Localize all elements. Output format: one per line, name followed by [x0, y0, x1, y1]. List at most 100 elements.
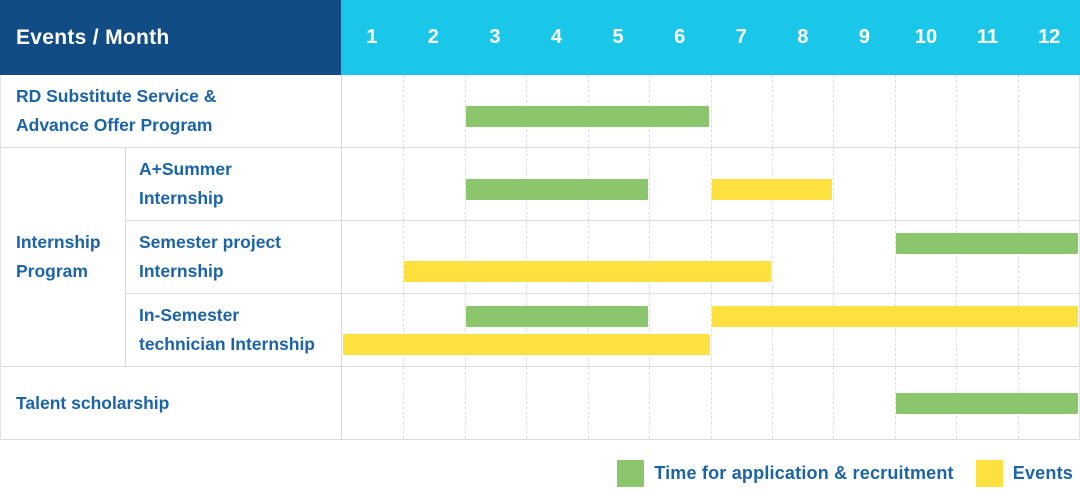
yellow-legend-swatch — [975, 460, 1003, 487]
bar-events — [711, 306, 1078, 327]
header-events-month-label: Events / Month — [0, 0, 341, 75]
month-cell — [342, 221, 403, 293]
month-cell — [710, 148, 772, 220]
month-cell — [894, 221, 956, 293]
month-cell — [342, 367, 403, 439]
month-gridlines — [342, 221, 1079, 293]
month-header-cell: 12 — [1038, 26, 1061, 48]
month-cell — [342, 148, 403, 220]
bar-application-recruitment — [465, 106, 710, 127]
month-cell — [956, 294, 1017, 366]
legend-item-application-recruitment: Time for application & recruitment — [617, 460, 954, 487]
event-label-rd-substitute-service: RD Substitute Service & Advance Offer Pro… — [1, 75, 342, 148]
month-cell — [342, 75, 403, 147]
month-cell — [771, 221, 833, 293]
month-cell — [403, 221, 464, 293]
row-timeline-talent-scholarship — [342, 367, 1079, 440]
row-timeline-a-plus-summer — [342, 148, 1079, 221]
month-cell — [1017, 221, 1079, 293]
month-cell — [587, 367, 649, 439]
month-cell — [403, 75, 464, 147]
month-gridlines — [342, 294, 1079, 366]
bar-application-recruitment — [895, 233, 1078, 254]
month-header-cell: 4 — [550, 26, 563, 48]
group-label-internship-program: Internship Program — [1, 148, 126, 367]
label-line: Internship — [139, 188, 224, 208]
bar-application-recruitment — [465, 179, 649, 200]
legend-label-events: Events — [1012, 463, 1073, 483]
month-cell — [956, 221, 1017, 293]
label-line: Advance Offer Program — [16, 115, 213, 135]
month-cell — [464, 367, 526, 439]
label-line: Program — [16, 261, 88, 281]
table-header: Events / Month 1 2 3 4 5 6 7 8 9 10 11 12 — [0, 0, 1080, 75]
bar-application-recruitment — [895, 393, 1078, 414]
month-cell — [771, 75, 833, 147]
month-cell — [833, 367, 894, 439]
green-legend-swatch — [617, 460, 645, 487]
row-timeline-in-semester-technician — [342, 294, 1079, 367]
month-cell — [771, 294, 833, 366]
month-cell — [403, 367, 464, 439]
legend-label-application-recruitment: Time for application & recruitment — [654, 463, 954, 483]
label-line: Internship — [139, 261, 224, 281]
month-cell — [649, 148, 710, 220]
month-cell — [833, 221, 894, 293]
bar-events — [711, 179, 833, 200]
month-cell — [833, 148, 894, 220]
month-gridlines — [342, 148, 1079, 220]
month-cell — [710, 294, 772, 366]
month-cell — [526, 221, 587, 293]
legend: Time for application & recruitment Event… — [617, 460, 1073, 487]
month-header-cell: 3 — [489, 26, 501, 48]
month-cell — [833, 75, 894, 147]
legend-item-events: Events — [975, 460, 1073, 487]
label-line: A+Summer — [139, 159, 232, 179]
month-cell — [526, 367, 587, 439]
bar-application-recruitment — [465, 306, 649, 327]
label-line: Talent scholarship — [16, 392, 170, 413]
month-cell — [1017, 148, 1079, 220]
bar-events — [404, 261, 771, 282]
month-cell — [464, 75, 526, 147]
month-cell — [710, 221, 772, 293]
month-header-cell: 5 — [612, 26, 624, 48]
row-timeline-rd-substitute — [342, 75, 1079, 148]
month-header-cell: 11 — [977, 26, 999, 48]
bar-events — [343, 334, 710, 355]
month-cell — [833, 294, 894, 366]
month-cell — [587, 221, 649, 293]
month-cell — [464, 221, 526, 293]
month-cell — [649, 294, 710, 366]
month-cell — [526, 294, 587, 366]
month-cell — [894, 367, 956, 439]
month-header-cell: 7 — [735, 26, 747, 48]
label-line: RD Substitute Service & — [16, 86, 217, 106]
month-cell — [649, 367, 710, 439]
label-line: Internship — [16, 232, 101, 252]
schedule-table-body: RD Substitute Service & Advance Offer Pro… — [0, 75, 1080, 440]
month-cell — [587, 294, 649, 366]
event-label-a-plus-summer-internship: A+Summer Internship — [126, 148, 342, 221]
month-header-cell: 9 — [858, 26, 870, 48]
label-line: Semester project — [139, 232, 282, 252]
month-cell — [710, 367, 772, 439]
month-header-cell: 8 — [797, 26, 809, 48]
row-timeline-semester-project — [342, 221, 1079, 294]
month-cell — [464, 148, 526, 220]
month-cell — [342, 294, 403, 366]
month-cell — [403, 148, 464, 220]
month-cell — [1017, 75, 1079, 147]
month-header-row: 1 2 3 4 5 6 7 8 9 10 11 12 — [341, 0, 1080, 75]
label-line: technician Internship — [139, 334, 315, 354]
month-cell — [894, 294, 956, 366]
event-label-semester-project-internship: Semester project Internship — [126, 221, 342, 294]
month-cell — [956, 148, 1017, 220]
month-header-cell: 1 — [366, 26, 378, 48]
month-cell — [649, 221, 710, 293]
month-cell — [403, 294, 464, 366]
month-cell — [710, 75, 772, 147]
month-gridlines — [342, 75, 1079, 147]
month-cell — [464, 294, 526, 366]
